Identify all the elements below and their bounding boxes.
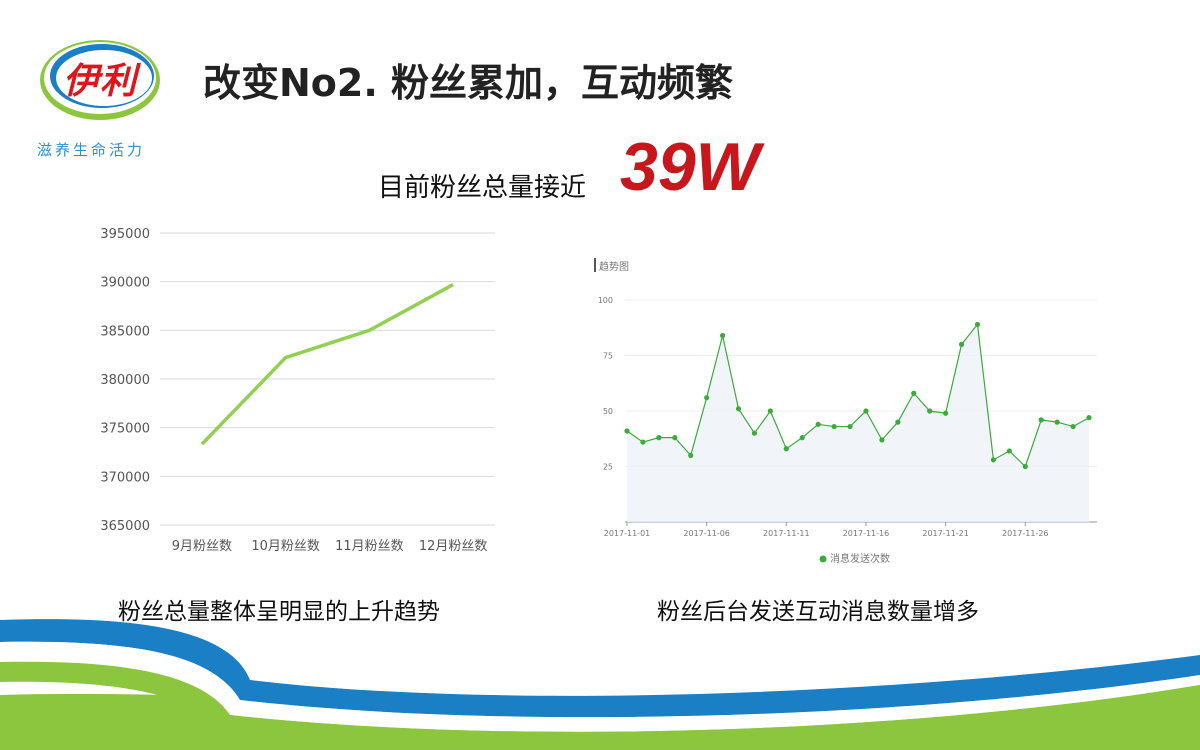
x-tick-label: 11月粉丝数 (335, 539, 404, 554)
x-tick-label: 12月粉丝数 (419, 539, 488, 554)
x-tick-label: 2017-11-16 (843, 529, 890, 538)
data-point (943, 410, 949, 416)
data-point (974, 321, 981, 328)
caption-message-trend: 粉丝后台发送互动消息数量增多 (657, 599, 979, 625)
x-tick-label: 2017-11-21 (922, 529, 969, 538)
subtitle: 目前粉丝总量接近 (378, 173, 587, 203)
y-tick-label: 75 (603, 352, 613, 361)
y-tick-label: 370000 (100, 470, 150, 485)
data-point (624, 428, 630, 434)
data-point (911, 390, 917, 396)
data-point (672, 435, 678, 441)
x-tick-label: 10月粉丝数 (251, 539, 320, 554)
data-point (958, 341, 965, 347)
y-tick-label: 365000 (100, 519, 150, 534)
x-tick-label: 2017-11-01 (604, 529, 651, 538)
data-point (863, 408, 869, 414)
data-point (799, 435, 805, 441)
data-point (990, 457, 997, 463)
y-tick-label: 380000 (100, 373, 150, 388)
data-point (879, 437, 885, 443)
data-point (735, 406, 742, 412)
x-tick-label: 2017-11-06 (683, 529, 730, 538)
series-area (627, 324, 1089, 522)
data-point (1070, 423, 1076, 430)
slogan: 滋养生命活力 (37, 141, 146, 159)
y-tick-label: 100 (598, 296, 613, 305)
data-point (1038, 417, 1044, 423)
data-point (1054, 419, 1060, 425)
y-tick-label: 25 (603, 463, 613, 472)
fan-count-line-chart: 365000 370000 375000 380000 385000 390000 3950… (100, 227, 495, 554)
data-point (656, 435, 662, 441)
y-tick-label: 395000 (100, 227, 150, 242)
data-point (1022, 463, 1028, 470)
data-point (704, 395, 710, 401)
logo-text: 伊利 (62, 61, 137, 102)
data-point (767, 408, 773, 414)
data-point (831, 423, 837, 430)
series-line (626, 322, 1090, 468)
x-tick-label: 2017-11-11 (763, 529, 810, 538)
page-title: 改变No2. 粉丝累加，互动频繁 (203, 61, 734, 105)
title-marker (594, 258, 596, 272)
data-point (783, 446, 789, 452)
data-point (688, 452, 694, 458)
y-tick-label: 50 (603, 407, 613, 416)
data-point (719, 332, 726, 339)
y-tick-label: 390000 (100, 276, 150, 291)
legend-marker (819, 555, 827, 563)
yili-logo (40, 40, 160, 120)
data-point (927, 408, 933, 414)
data-point (640, 439, 646, 445)
data-point (751, 430, 758, 436)
data-point (1086, 415, 1092, 421)
data-point (847, 423, 853, 430)
y-tick-label: 375000 (100, 422, 150, 437)
data-point (895, 419, 901, 425)
series-line (200, 283, 454, 446)
data-point (815, 421, 821, 427)
x-tick-label: 2017-11-26 (1002, 529, 1049, 538)
caption-fan-trend: 粉丝总量整体呈明显的上升趋势 (118, 599, 440, 625)
highlight-number: 39W (620, 129, 760, 205)
decorative-waves (0, 619, 1200, 750)
message-trend-chart: 趋势图 25 50 75 100 2017-11-01 2017-11-06 2017-11-… (594, 258, 1097, 565)
x-tick-label: 9月粉丝数 (172, 539, 232, 554)
y-tick-label: 385000 (100, 324, 150, 339)
chart-title: 趋势图 (599, 260, 629, 273)
data-point (1006, 448, 1012, 454)
legend-label: 消息发送次数 (830, 552, 890, 565)
